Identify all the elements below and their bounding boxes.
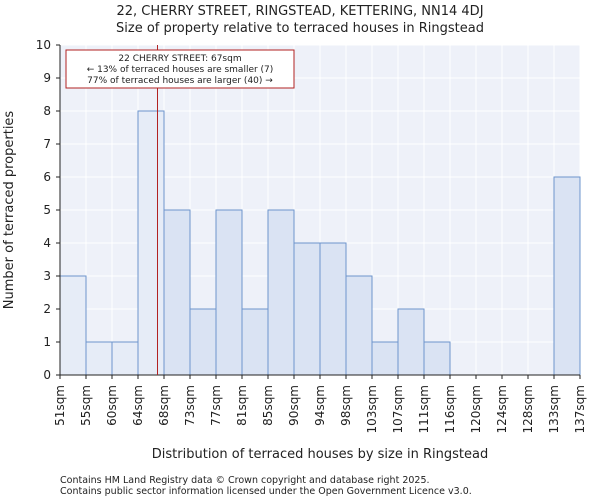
bar-90sqm (293, 242, 321, 376)
y-tick-label: 0 (43, 368, 51, 382)
chart-subtitle: Size of property relative to terraced ho… (116, 21, 484, 36)
x-tick-label: 98sqm (339, 385, 353, 426)
y-tick-label: 5 (43, 203, 51, 217)
bars (59, 110, 581, 376)
bar-60sqm (111, 341, 139, 376)
bar-94sqm (319, 242, 347, 376)
x-tick-label: 77sqm (209, 385, 223, 426)
chart-title: 22, CHERRY STREET, RINGSTEAD, KETTERING,… (116, 4, 484, 19)
x-tick-label: 103sqm (365, 385, 379, 433)
annotation-box (65, 49, 295, 89)
bar-98sqm (345, 275, 373, 376)
footer-line-2: Contains public sector information licen… (60, 486, 472, 497)
x-tick-label: 94sqm (313, 385, 327, 426)
y-tick-label: 3 (43, 269, 51, 283)
bar-55sqm (85, 341, 113, 376)
bar-68sqm (163, 209, 191, 376)
bar-77sqm (215, 209, 243, 376)
bar-73sqm (189, 308, 217, 376)
footer-line-1: Contains HM Land Registry data © Crown c… (60, 475, 430, 486)
bar-133sqm (553, 176, 581, 376)
bar-85sqm (267, 209, 295, 376)
x-tick-label: 111sqm (417, 385, 431, 433)
bar-107sqm (397, 308, 425, 376)
y-tick-label: 10 (36, 38, 51, 52)
y-tick-label: 6 (43, 170, 51, 184)
bar-64sqm (137, 110, 165, 376)
annotation-line-2: ← 13% of terraced houses are smaller (7) (87, 65, 274, 75)
x-axis-title: Distribution of terraced houses by size … (152, 447, 488, 462)
x-tick-label: 107sqm (391, 385, 405, 433)
x-tick-label: 68sqm (157, 385, 171, 426)
x-tick-labels: 51sqm 55sqm 60sqm 64sqm 68sqm 73sqm 77sqm 81sqm… (53, 375, 587, 433)
y-tick-label: 1 (43, 335, 51, 349)
bar-51sqm (59, 275, 87, 376)
y-tick-label: 4 (43, 236, 51, 250)
x-tick-label: 64sqm (131, 385, 145, 426)
y-tick-label: 7 (43, 137, 51, 151)
x-tick-label: 116sqm (443, 385, 457, 433)
x-tick-label: 137sqm (573, 385, 587, 433)
x-tick-label: 55sqm (79, 385, 93, 426)
x-tick-label: 133sqm (547, 385, 561, 433)
x-tick-label: 120sqm (469, 385, 483, 433)
x-tick-label: 90sqm (287, 385, 301, 426)
bar-111sqm (423, 341, 451, 376)
x-tick-label: 60sqm (105, 385, 119, 426)
y-tick-labels: 0 1 2 3 4 5 6 7 8 9 10 (36, 38, 60, 382)
y-tick-label: 2 (43, 302, 51, 316)
y-tick-label: 9 (43, 71, 51, 85)
bar-103sqm (371, 341, 399, 376)
x-tick-label: 73sqm (183, 385, 197, 426)
x-tick-label: 81sqm (235, 385, 249, 426)
x-tick-label: 51sqm (53, 385, 67, 426)
y-axis-title: Number of terraced properties (2, 111, 17, 310)
y-tick-label: 8 (43, 104, 51, 118)
x-tick-label: 85sqm (261, 385, 275, 426)
x-tick-label: 128sqm (521, 385, 535, 433)
annotation-line-3: 77% of terraced houses are larger (40) → (87, 76, 273, 86)
x-tick-label: 124sqm (495, 385, 509, 433)
bar-81sqm (241, 308, 269, 376)
annotation-line-1: 22 CHERRY STREET: 67sqm (118, 54, 241, 64)
